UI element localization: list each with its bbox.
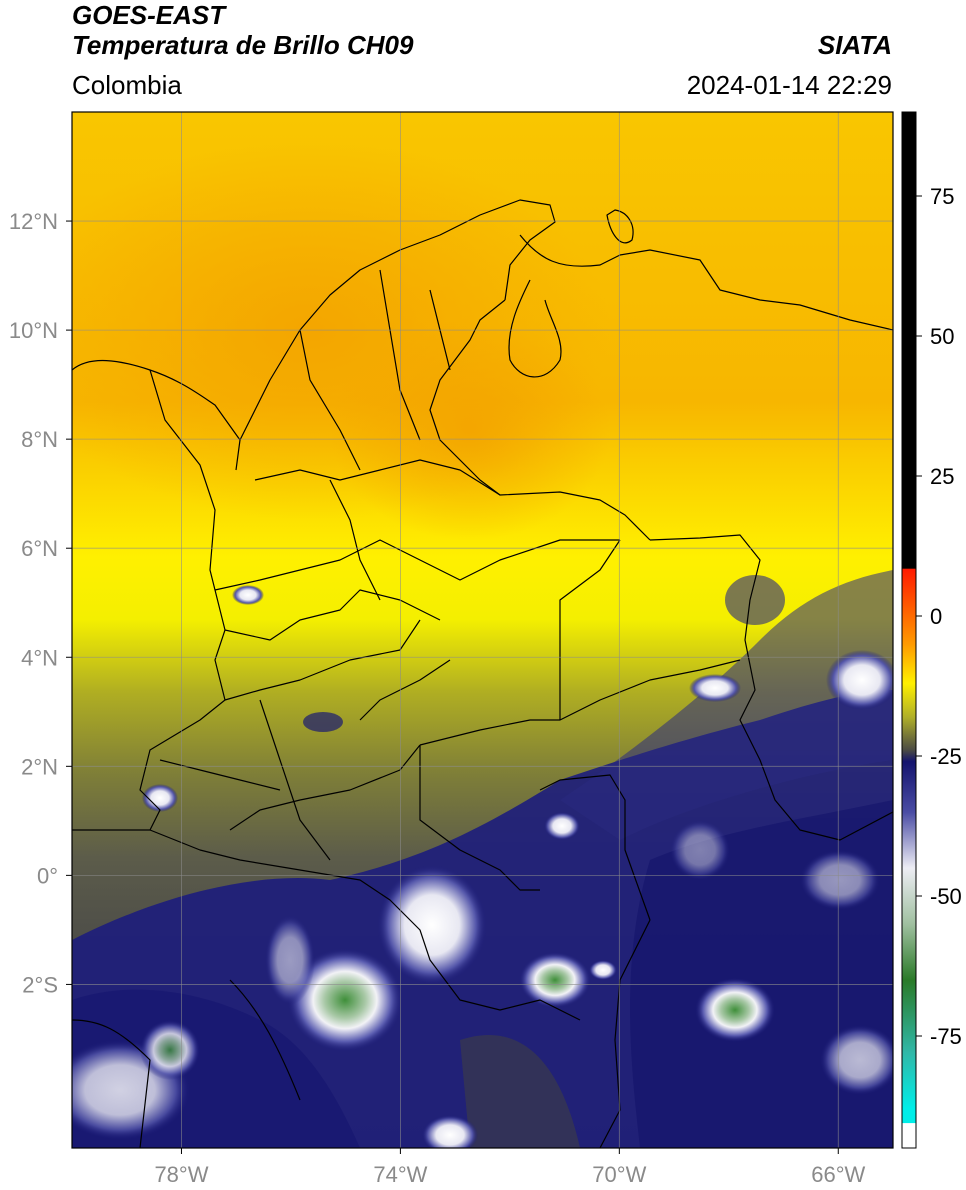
lon-tick-label: 74°W: [373, 1162, 427, 1187]
lat-tick-label: 2°N: [21, 754, 58, 779]
timestamp-label: 2024-01-14 22:29: [686, 70, 892, 100]
lat-tick-label: 12°N: [9, 209, 58, 234]
lat-tick-label: 0°: [37, 863, 58, 888]
lon-tick-label: 78°W: [154, 1162, 208, 1187]
lon-tick-label: 66°W: [811, 1162, 865, 1187]
lat-tick-label: 2°S: [22, 972, 58, 997]
lat-ticks: 12°N 10°N 8°N 6°N 4°N 2°N 0° 2°S: [9, 209, 72, 997]
lat-tick-label: 8°N: [21, 427, 58, 452]
lat-tick-label: 6°N: [21, 536, 58, 561]
colorbar-tick-label: 75: [930, 184, 954, 209]
coastline-borders: [72, 199, 893, 1148]
colorbar-tick-label: -25: [930, 744, 962, 769]
graticule: [72, 112, 893, 1148]
product-title: GOES-EAST: [72, 0, 226, 30]
lon-tick-label: 70°W: [592, 1162, 646, 1187]
colorbar-tick-label: 50: [930, 324, 954, 349]
lon-ticks: 78°W 74°W 70°W 66°W: [154, 1148, 866, 1187]
colorbar-tick-label: -75: [930, 1024, 962, 1049]
colorbar-frame: [901, 111, 917, 1149]
colorbar: [902, 112, 916, 1148]
agency-label: SIATA: [817, 30, 892, 60]
lat-tick-label: 4°N: [21, 645, 58, 670]
lat-tick-label: 10°N: [9, 318, 58, 343]
satellite-imagery: [72, 112, 893, 1148]
colorbar-tick-label: 0: [930, 604, 942, 629]
region-label: Colombia: [72, 70, 182, 100]
colorbar-tick-label: 25: [930, 464, 954, 489]
colorbar-ticks: 75 50 25 0 -25 -50 -75: [916, 184, 962, 1049]
colorbar-tick-label: -50: [930, 884, 962, 909]
product-subtitle: Temperatura de Brillo CH09: [72, 30, 414, 60]
plot-frame: [71, 111, 894, 1149]
